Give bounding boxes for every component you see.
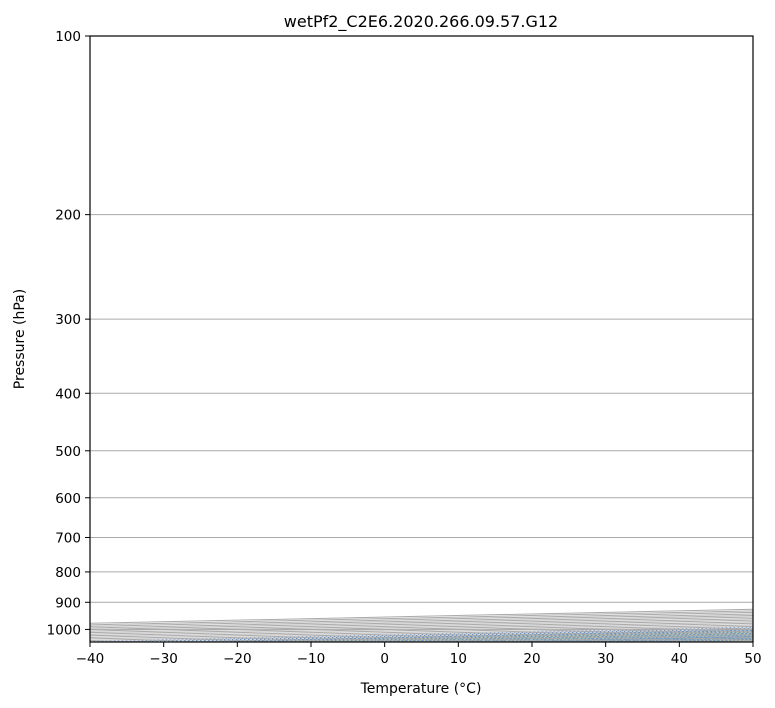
x-tick-label: 20 bbox=[523, 651, 540, 667]
y-axis: 100 200 300 400 500 600 700 800 900 1000 bbox=[47, 29, 90, 638]
y-tick-label: 600 bbox=[55, 491, 81, 507]
y-tick-label: 700 bbox=[55, 531, 81, 547]
y-tick-label: 400 bbox=[55, 386, 81, 402]
y-tick-label: 200 bbox=[55, 208, 81, 224]
chart-title: wetPf2_C2E6.2020.266.09.57.G12 bbox=[284, 12, 558, 32]
y-tick-label: 100 bbox=[55, 29, 81, 45]
x-tick-label: −40 bbox=[76, 651, 105, 667]
y-tick-label: 1000 bbox=[47, 622, 81, 638]
plot-area: 0.10.20.40.611.52346810131620253036-100-… bbox=[90, 36, 753, 642]
y-tick-label: 900 bbox=[55, 595, 81, 611]
x-tick-label: −30 bbox=[149, 651, 178, 667]
x-axis: −40 −30 −20 −10 0 10 20 30 40 50 bbox=[76, 642, 762, 667]
x-tick-label: 0 bbox=[380, 651, 389, 667]
y-tick-label: 300 bbox=[55, 312, 81, 328]
y-axis-title: Pressure (hPa) bbox=[12, 289, 28, 389]
x-tick-label: 40 bbox=[671, 651, 688, 667]
x-tick-label: 30 bbox=[597, 651, 614, 667]
x-tick-label: −20 bbox=[223, 651, 252, 667]
x-tick-label: −10 bbox=[297, 651, 326, 667]
x-tick-label: 10 bbox=[450, 651, 467, 667]
y-tick-label: 800 bbox=[55, 565, 81, 581]
x-tick-label: 50 bbox=[744, 651, 761, 667]
plot-frame bbox=[89, 35, 754, 643]
isobars bbox=[90, 36, 753, 630]
y-tick-label: 500 bbox=[55, 444, 81, 460]
x-axis-title: Temperature (°C) bbox=[360, 681, 482, 697]
